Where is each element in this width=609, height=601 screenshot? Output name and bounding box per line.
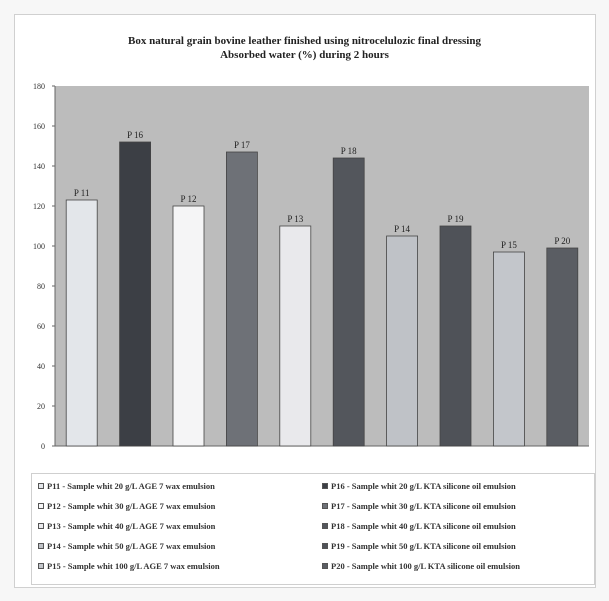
legend-item: P20 - Sample whit 100 g/L KTA silicone o…	[322, 561, 520, 571]
legend-label: P20 - Sample whit 100 g/L KTA silicone o…	[331, 561, 520, 571]
legend-label: P16 - Sample whit 20 g/L KTA silicone oi…	[331, 481, 516, 491]
y-tick-label: 40	[37, 362, 45, 371]
bar-chart: 0 20 40 60 80 100 120 140 160 180 P 11 P 16 P 12 P 17…	[33, 82, 589, 451]
bar-label: P 13	[287, 214, 303, 224]
bar-label: P 19	[448, 214, 464, 224]
legend-label: P12 - Sample whit 30 g/L AGE 7 wax emuls…	[47, 501, 216, 511]
legend-swatch	[38, 563, 44, 569]
legend-item: P18 - Sample whit 40 g/L KTA silicone oi…	[322, 521, 516, 531]
bar-p11	[65, 199, 98, 447]
legend-label: P15 - Sample whit 100 g/L AGE 7 wax emul…	[47, 561, 220, 571]
bar-label: P 14	[394, 224, 410, 234]
bar-p15	[492, 251, 525, 447]
legend-item: P12 - Sample whit 30 g/L AGE 7 wax emuls…	[38, 501, 215, 511]
bar-label: P 11	[74, 188, 90, 198]
bar-label: P 16	[127, 130, 143, 140]
bar-p18	[332, 157, 365, 447]
legend-label: P18 - Sample whit 40 g/L KTA silicone oi…	[331, 521, 516, 531]
legend-item: P19 - Sample whit 50 g/L KTA silicone oi…	[322, 541, 516, 551]
y-tick-label: 120	[33, 202, 45, 211]
chart-title-line-1: Box natural grain bovine leather finishe…	[128, 35, 481, 47]
chart-title: Box natural grain bovine leather finishe…	[0, 34, 609, 62]
legend-item: P11 - Sample whit 20 g/L AGE 7 wax emuls…	[38, 481, 215, 491]
legend-swatch	[38, 543, 44, 549]
legend: P11 - Sample whit 20 g/L AGE 7 wax emuls…	[31, 473, 595, 585]
legend-item: P17 - Sample whit 30 g/L KTA silicone oi…	[322, 501, 516, 511]
legend-label: P13 - Sample whit 40 g/L AGE 7 wax emuls…	[47, 521, 216, 531]
legend-item: P13 - Sample whit 40 g/L AGE 7 wax emuls…	[38, 521, 215, 531]
legend-label: P17 - Sample whit 30 g/L KTA silicone oi…	[331, 501, 516, 511]
bar-p14	[386, 235, 419, 447]
bar-p12	[172, 205, 205, 447]
bar-p17	[225, 151, 258, 447]
legend-item: P15 - Sample whit 100 g/L AGE 7 wax emul…	[38, 561, 220, 571]
y-tick-label: 160	[33, 122, 45, 131]
legend-item: P14 - Sample whit 50 g/L AGE 7 wax emuls…	[38, 541, 215, 551]
bar-p19	[439, 225, 472, 447]
bar-label: P 17	[234, 140, 250, 150]
y-tick-label: 80	[37, 282, 45, 291]
y-tick-label: 0	[41, 442, 45, 451]
legend-swatch	[38, 523, 44, 529]
y-tick-label: 60	[37, 322, 45, 331]
legend-swatch	[322, 523, 328, 529]
legend-swatch	[38, 483, 44, 489]
legend-swatch	[38, 503, 44, 509]
bar-p13	[279, 225, 312, 447]
legend-label: P19 - Sample whit 50 g/L KTA silicone oi…	[331, 541, 516, 551]
bar-label: P 20	[554, 236, 570, 246]
legend-swatch	[322, 483, 328, 489]
legend-label: P14 - Sample whit 50 g/L AGE 7 wax emuls…	[47, 541, 216, 551]
legend-swatch	[322, 563, 328, 569]
bar-label: P 18	[341, 146, 357, 156]
y-tick-label: 100	[33, 242, 45, 251]
bar-label: P 15	[501, 240, 517, 250]
legend-swatch	[322, 543, 328, 549]
legend-swatch	[322, 503, 328, 509]
bar-p20	[546, 247, 579, 447]
y-tick-label: 140	[33, 162, 45, 171]
y-tick-label: 20	[37, 402, 45, 411]
legend-item: P16 - Sample whit 20 g/L KTA silicone oi…	[322, 481, 516, 491]
bar-label: P 12	[181, 194, 197, 204]
bar-p16	[119, 141, 151, 447]
chart-title-line-2: Absorbed water (%) during 2 hours	[220, 49, 389, 61]
y-tick-label: 180	[33, 82, 45, 91]
legend-label: P11 - Sample whit 20 g/L AGE 7 wax emuls…	[47, 481, 215, 491]
